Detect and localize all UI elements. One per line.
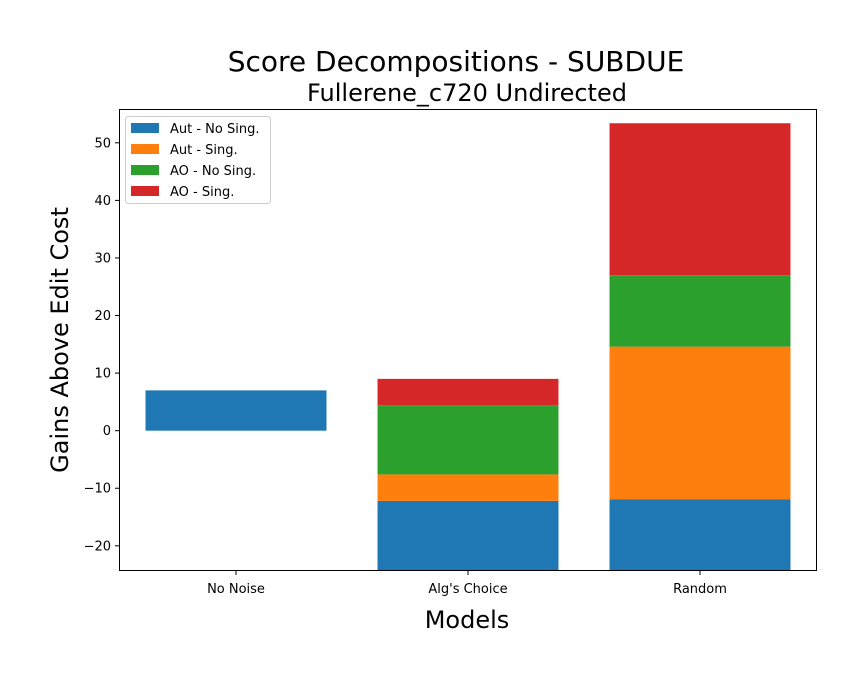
- bar-segment: [609, 123, 791, 276]
- y-tick-label: 20: [94, 309, 111, 324]
- y-tick-label: 50: [94, 136, 111, 151]
- y-tick-label: −10: [84, 482, 111, 497]
- bar-segment: [377, 474, 559, 501]
- y-ticks-group: −20 −10 0 10 20 30 40 50: [84, 136, 120, 554]
- plot-frame: [119, 109, 817, 571]
- x-ticks-group: No Noise Alg's Choice Random: [207, 570, 727, 597]
- legend-swatch: [131, 123, 159, 133]
- bar-segment: [609, 499, 791, 570]
- legend: Aut - No Sing. Aut - Sing. AO - No Sing. AO…: [125, 116, 271, 204]
- y-tick-label: 10: [94, 367, 111, 382]
- legend-label: Aut - Sing.: [170, 143, 238, 158]
- y-tick-label: 40: [94, 194, 111, 209]
- legend-swatch: [131, 165, 159, 175]
- chart-title: Score Decompositions - SUBDUE: [228, 45, 685, 78]
- legend-label: AO - No Sing.: [170, 164, 256, 179]
- y-tick-label: −20: [84, 539, 111, 554]
- bar-segment: [145, 390, 327, 431]
- bar-segment: [377, 500, 559, 570]
- legend-label: AO - Sing.: [170, 185, 234, 200]
- x-axis-label: Models: [425, 606, 510, 634]
- legend-label: Aut - No Sing.: [170, 122, 259, 137]
- bar-segment: [377, 405, 559, 475]
- legend-swatch: [131, 186, 159, 196]
- x-tick-label: Random: [673, 582, 727, 597]
- x-tick-label: Alg's Choice: [428, 582, 507, 597]
- bar-segment: [609, 346, 791, 500]
- y-tick-label: 0: [103, 424, 111, 439]
- legend-frame: [125, 116, 271, 204]
- bars-group: [145, 123, 791, 570]
- x-tick-label: No Noise: [207, 582, 265, 597]
- y-axis-label: Gains Above Edit Cost: [46, 207, 74, 473]
- bar-segment: [609, 275, 791, 347]
- chart-subtitle: Fullerene_c720 Undirected: [307, 79, 627, 107]
- y-tick-label: 30: [94, 251, 111, 266]
- legend-swatch: [131, 144, 159, 154]
- bar-segment: [377, 378, 559, 406]
